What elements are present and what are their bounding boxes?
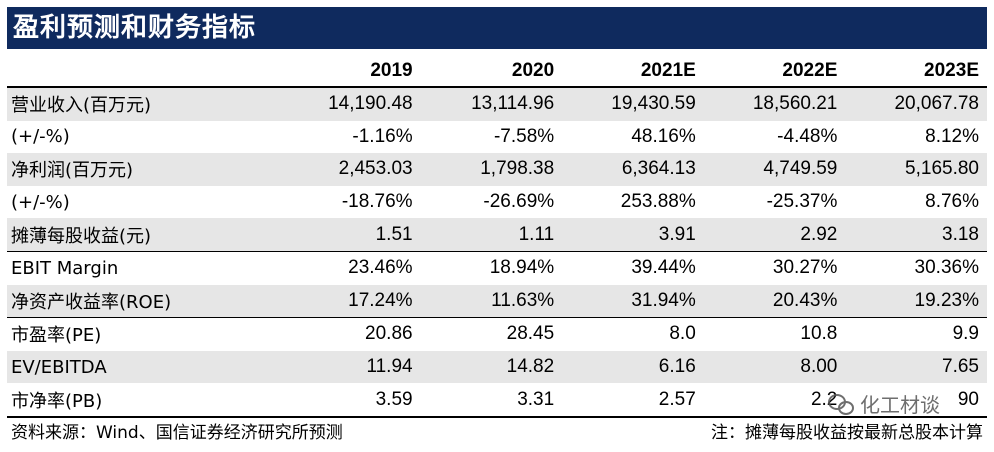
header-cell-2023e: 2023E [845,56,987,88]
table-cell: 7.65 [845,350,987,384]
row-label: EBIT Margin [7,250,279,285]
eps-note: 注：摊薄每股收益按最新总股本计算 [711,423,983,443]
source-note: 资料来源：Wind、国信证券经济研究所预测 [11,423,343,443]
table-cell: 30.27% [703,250,846,285]
table-cell: 18,560.21 [703,87,846,121]
table-cell: 1,798.38 [420,153,563,186]
table-cell: 30.36% [845,250,987,285]
table-row: (+/-%) -1.16% -7.58% 48.16% -4.48% 8.12% [7,121,987,154]
header-cell-2021e: 2021E [562,56,704,88]
table-cell: -1.16% [352,125,413,147]
row-label: 市净率(PB) [7,383,279,418]
row-label: 净利润(百万元) [7,153,279,186]
table-row: EV/EBITDA 11.94 14.82 6.16 8.00 7.65 [7,350,987,384]
table-cell: 2.92 [703,218,846,252]
watermark: 化工材谈 [828,388,978,418]
table-cell: 20,067.78 [845,87,987,121]
row-label: (+/-%) [11,191,70,213]
table-row: 营业收入(百万元) 14,190.48 13,114.96 19,430.59 … [7,87,987,121]
table-cell: -18.76% [341,191,413,213]
row-label: 净资产收益率(ROE) [7,284,279,318]
header-row: 2019 2020 2021E 2022E 2023E [7,56,987,88]
table-row: EBIT Margin 23.46% 18.94% 39.44% 30.27% … [7,250,987,285]
table-cell: 5,165.80 [845,153,987,186]
table-cell: 48.16% [631,125,696,147]
table-row: 净利润(百万元) 2,453.03 1,798.38 6,364.13 4,74… [7,153,987,186]
table-cell: 3.31 [420,383,563,418]
table-cell: 9.9 [845,317,987,351]
table-cell: 20.86 [279,317,421,351]
financial-forecast-table: 2019 2020 2021E 2022E 2023E 营业收入(百万元) 14… [7,56,987,418]
table-cell: 19,430.59 [562,87,704,121]
table-cell: 253.88% [620,191,696,213]
row-label: (+/-%) [11,126,70,148]
table-cell: 8.12% [925,125,979,147]
table-row: 摊薄每股收益(元) 1.51 1.11 3.91 2.92 3.18 [7,218,987,252]
table-cell: 6.16 [562,350,704,384]
table-cell: 18.94% [420,250,563,285]
table-cell: 13,114.96 [420,87,563,121]
table-row: (+/-%) -18.76% -26.69% 253.88% -25.37% 8… [7,186,987,219]
table-cell: 23.46% [279,250,421,285]
table-title: 盈利预测和财务指标 [7,7,987,49]
table-cell: 90 [845,383,987,418]
table-cell: 28.45 [420,317,563,351]
table-cell: -25.37% [766,191,838,213]
table-cell: 20.43% [703,284,846,318]
table-cell: 1.11 [420,218,563,252]
table-cell: 2.57 [562,383,704,418]
header-cell-2020: 2020 [420,56,563,88]
header-cell-2022e: 2022E [703,56,846,88]
table-cell: 3.18 [845,218,987,252]
table-cell: 11.94 [279,350,421,384]
table-cell: 6,364.13 [562,153,704,186]
wechat-icon [828,392,854,415]
table-cell: -7.58% [493,125,555,147]
row-label: 摊薄每股收益(元) [7,218,279,252]
footer: 资料来源：Wind、国信证券经济研究所预测 注：摊薄每股收益按最新总股本计算 [7,419,987,447]
table-cell: 39.44% [562,250,704,285]
table-row: 市净率(PB) 3.59 3.31 2.57 2.2 90 [7,383,987,418]
table-cell: -26.69% [483,191,555,213]
row-label: 市盈率(PE) [7,317,279,351]
table-cell: 3.91 [562,218,704,252]
table-cell: 4,749.59 [703,153,846,186]
table-cell: 17.24% [279,284,421,318]
table-cell: 19.23% [845,284,987,318]
table-cell: 8.76% [925,191,979,213]
table-cell: 14.82 [420,350,563,384]
table-row: 净资产收益率(ROE) 17.24% 11.63% 31.94% 20.43% … [7,284,987,318]
watermark-text: 化工材谈 [860,392,940,417]
table-cell: 2.2 [703,383,846,418]
table-cell: 8.0 [562,317,704,351]
row-label: EV/EBITDA [7,350,279,384]
table-cell: -4.48% [777,125,838,147]
table-cell: 10.8 [703,317,846,351]
header-cell-2019: 2019 [279,56,421,88]
table-cell: 11.63% [420,284,563,318]
table-cell: 2,453.03 [279,153,421,186]
table-cell: 1.51 [279,218,421,252]
row-label: 营业收入(百万元) [7,87,279,121]
table-cell: 14,190.48 [279,87,421,121]
header-cell-label [7,56,279,88]
table-row: 市盈率(PE) 20.86 28.45 8.0 10.8 9.9 [7,317,987,351]
table-cell: 3.59 [279,383,421,418]
table-cell: 8.00 [703,350,846,384]
table-cell: 31.94% [562,284,704,318]
